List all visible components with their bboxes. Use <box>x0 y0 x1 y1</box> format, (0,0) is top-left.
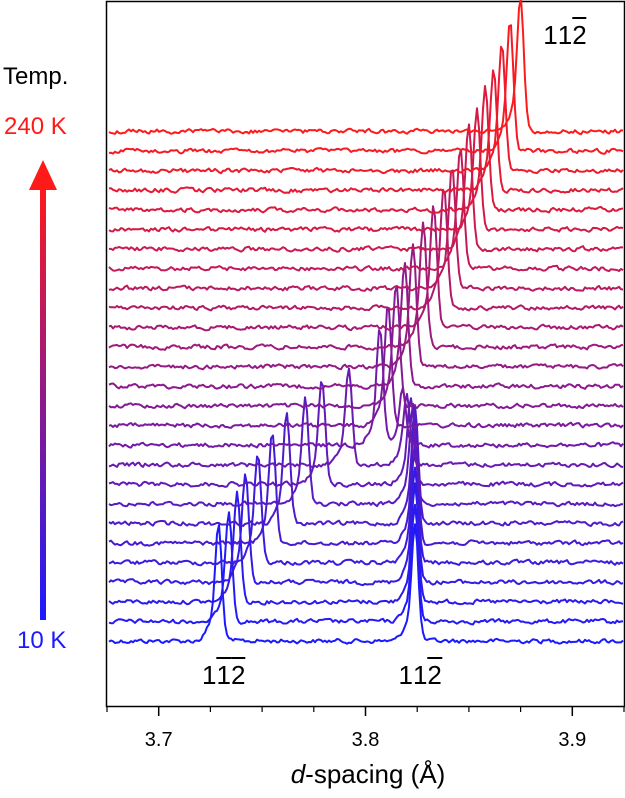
series-line-11 <box>108 329 624 449</box>
x-tick-label: 3.7 <box>145 729 173 751</box>
series-line-12 <box>108 308 624 429</box>
miller-index: 1 <box>398 660 413 690</box>
series-line-1 <box>108 523 624 645</box>
peak-label-1: 11 2 <box>202 657 246 691</box>
series-line-10 <box>108 367 624 469</box>
trace-group <box>108 0 624 645</box>
overbar <box>427 657 442 659</box>
series-line-2 <box>108 503 624 626</box>
series-line-8 <box>108 396 624 508</box>
series-line-20 <box>108 148 624 273</box>
overbar <box>216 657 231 659</box>
miller-index: 2 <box>230 657 246 691</box>
miller-index: 1 <box>202 660 217 690</box>
series-line-18 <box>108 188 624 312</box>
series-line-5 <box>108 445 624 567</box>
temperature-title: Temp. <box>3 63 68 90</box>
x-tick-label: 3.8 <box>352 729 380 751</box>
miller-index: 1 <box>543 20 558 50</box>
series-line-21 <box>108 123 624 253</box>
peak-label-2: 112 <box>398 657 442 691</box>
series-line-14 <box>108 262 624 390</box>
x-tick-label: 3.9 <box>558 729 586 751</box>
series-line-13 <box>108 284 624 410</box>
miller-index: 1 <box>412 660 428 690</box>
series-line-26 <box>108 24 624 155</box>
series-line-3 <box>108 482 624 606</box>
series-line-17 <box>108 205 624 332</box>
miller-index: 1 <box>216 657 231 691</box>
x-axis-label: d-spacing (Å) <box>291 759 446 789</box>
temperature-arrow-head <box>29 160 57 190</box>
temperature-arrow-shaft <box>40 185 46 620</box>
series-line-15 <box>108 243 624 371</box>
miller-index: 2 <box>427 657 442 691</box>
series-line-4 <box>108 466 624 587</box>
series-line-6 <box>108 425 624 547</box>
series-line-25 <box>108 45 624 175</box>
x-axis-ticks: 3.7 3.8 3.9 <box>106 706 625 751</box>
series-line-22 <box>108 107 624 233</box>
temperature-bottom-label: 10 K <box>17 627 66 654</box>
series-line-24 <box>108 69 624 194</box>
temperature-top-label: 240 K <box>4 113 67 140</box>
overbar <box>572 17 587 19</box>
series-line-19 <box>108 169 624 292</box>
series-line-16 <box>108 221 624 351</box>
series-line-9 <box>108 381 624 488</box>
miller-index: 1 <box>557 20 573 50</box>
series-line-23 <box>108 85 624 214</box>
overbar <box>230 657 246 659</box>
peak-label-3: 112 <box>543 17 587 51</box>
series-line-27 <box>108 0 624 136</box>
series-line-7 <box>108 404 624 527</box>
miller-index: 2 <box>572 17 587 51</box>
